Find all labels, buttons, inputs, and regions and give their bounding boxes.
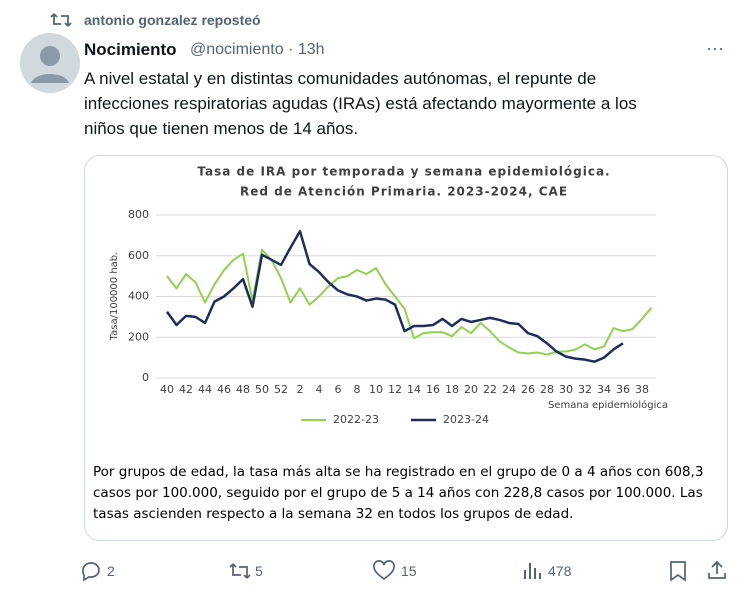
bookmark-icon[interactable]	[668, 560, 688, 582]
y-tick-label: 800	[128, 208, 149, 221]
x-tick-label: 14	[407, 383, 421, 396]
x-tick-label: 10	[369, 383, 383, 396]
post-time[interactable]: 13h	[297, 41, 325, 58]
chart-subtitle: Red de Atención Primaria. 2023-2024, CAE	[240, 185, 568, 199]
x-tick-label: 4	[316, 383, 323, 396]
y-tick-label: 600	[128, 249, 149, 262]
legend-label: 2023-24	[443, 413, 489, 426]
views-count: 478	[548, 563, 572, 579]
post-text: A nivel estatal y en distintas comunidad…	[84, 69, 637, 138]
x-tick-label: 32	[578, 383, 592, 396]
y-tick-label: 200	[128, 330, 149, 343]
repost-count: 5	[255, 563, 263, 579]
like-icon[interactable]	[372, 560, 396, 582]
x-tick-label: 22	[483, 383, 497, 396]
x-tick-label: 12	[388, 383, 402, 396]
avatar[interactable]	[20, 33, 80, 93]
more-menu[interactable]: ···	[706, 38, 724, 58]
media-card: Tasa de IRA por temporada y semana epide…	[84, 155, 728, 541]
author-handle[interactable]: @nocimiento	[190, 41, 284, 58]
x-tick-label: 20	[464, 383, 478, 396]
repost-icon	[50, 13, 72, 27]
x-tick-label: 30	[559, 383, 573, 396]
x-tick-label: 38	[635, 383, 649, 396]
x-tick-label: 24	[502, 383, 516, 396]
share-icon[interactable]	[706, 559, 728, 581]
x-tick-label: 48	[236, 383, 250, 396]
y-axis-label: Tasa/100000 hab.	[109, 252, 120, 342]
y-tick-label: 0	[142, 371, 149, 384]
x-tick-label: 34	[597, 383, 611, 396]
chart: Tasa de IRA por temporada y semana epide…	[109, 165, 668, 427]
x-tick-label: 6	[335, 383, 342, 396]
x-tick-label: 18	[445, 383, 459, 396]
author-meta: @nocimiento · 13h	[190, 41, 325, 58]
x-tick-label: 16	[426, 383, 440, 396]
x-tick-label: 8	[354, 383, 361, 396]
x-tick-label: 42	[179, 383, 193, 396]
views-icon[interactable]	[522, 561, 542, 581]
repost-label: antonio gonzalez reposteó	[84, 12, 261, 28]
author-name[interactable]: Nocimiento	[84, 40, 177, 59]
repost-button[interactable]	[228, 560, 252, 582]
x-tick-label: 2	[297, 383, 304, 396]
reply-icon[interactable]	[80, 560, 102, 582]
series-line	[166, 248, 653, 356]
x-tick-label: 28	[540, 383, 554, 396]
x-tick-label: 36	[616, 383, 630, 396]
y-tick-label: 400	[128, 290, 149, 303]
reply-count: 2	[107, 563, 115, 579]
x-axis-label: Semana epidemiológica	[548, 399, 668, 411]
x-tick-label: 44	[198, 383, 212, 396]
chart-title: Tasa de IRA por temporada y semana epide…	[197, 165, 610, 179]
x-tick-label: 26	[521, 383, 535, 396]
x-tick-label: 52	[274, 383, 288, 396]
like-count: 15	[401, 563, 417, 579]
series-line	[165, 230, 624, 363]
x-tick-label: 46	[217, 383, 231, 396]
legend-label: 2022-23	[333, 413, 379, 426]
x-tick-label: 40	[160, 383, 174, 396]
x-tick-label: 50	[255, 383, 269, 396]
caption: Por grupos de edad, la tasa más alta se …	[93, 464, 704, 522]
